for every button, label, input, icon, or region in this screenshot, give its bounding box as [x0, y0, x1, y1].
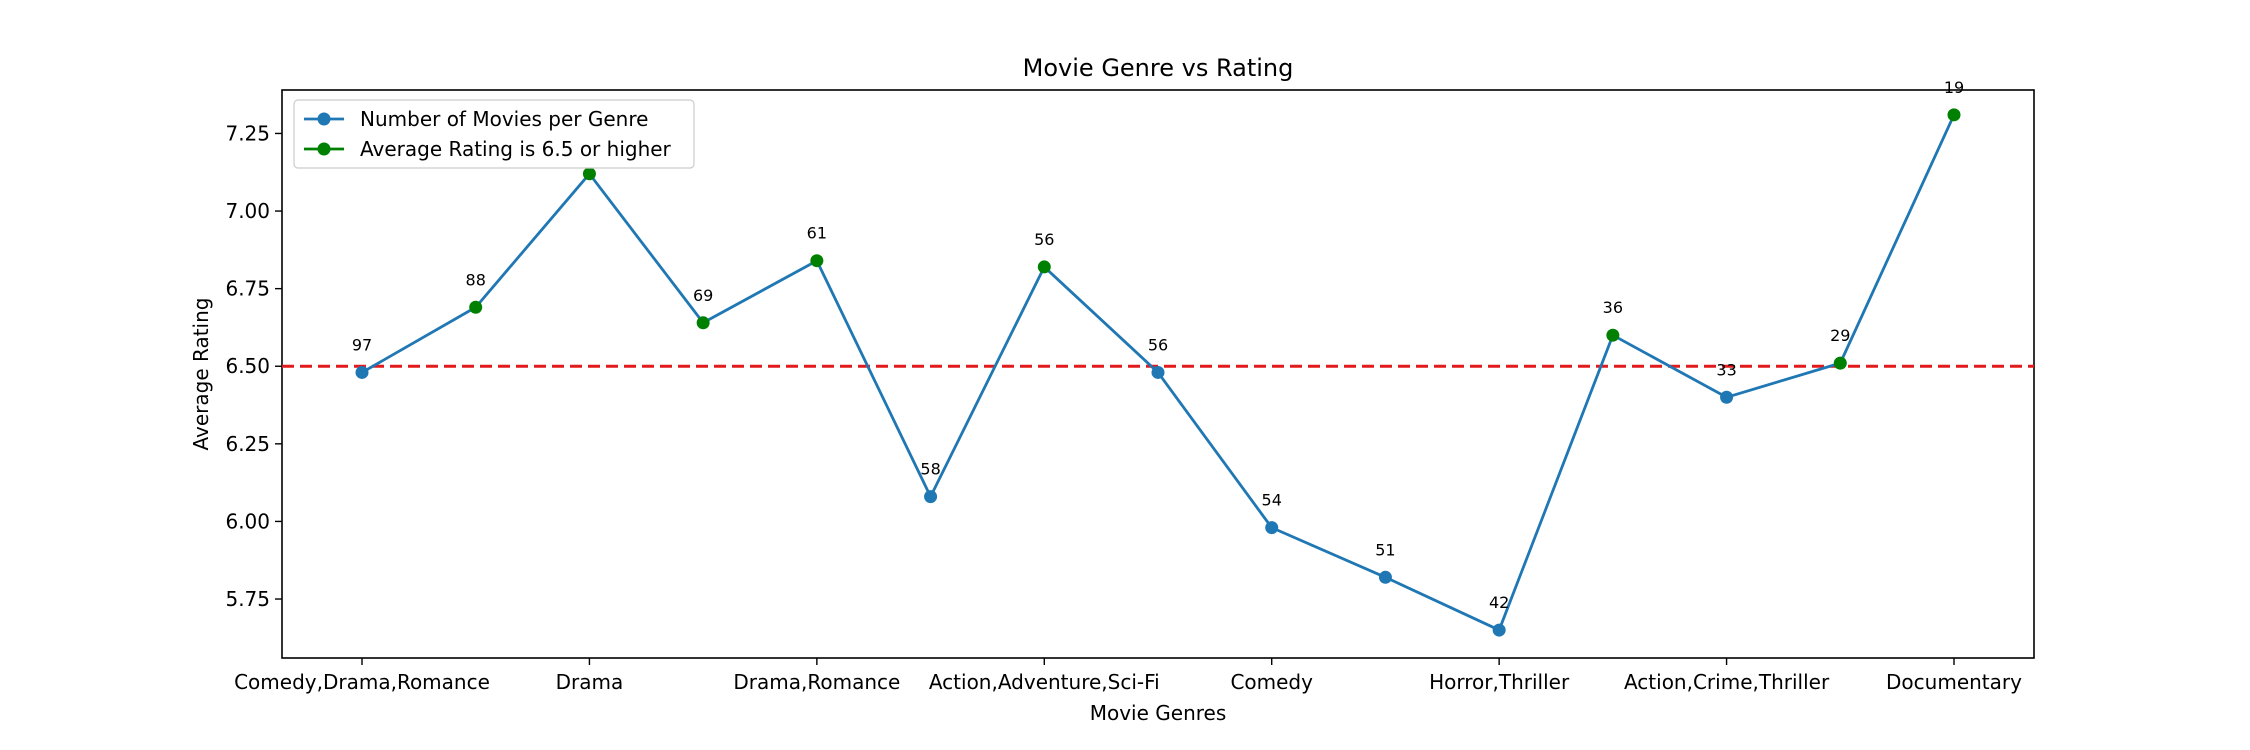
y-tick-label: 6.00: [225, 509, 270, 533]
x-tick-label: Comedy,Drama,Romance: [234, 670, 490, 694]
data-label: 19: [1944, 78, 1964, 97]
y-tick-label: 6.75: [225, 277, 270, 301]
highlight-point: [1606, 328, 1620, 342]
data-label: 54: [1262, 491, 1282, 510]
data-point: [924, 490, 938, 504]
x-tick-label: Documentary: [1886, 670, 2022, 694]
highlight-point: [582, 167, 596, 181]
legend-highlight-marker: [317, 142, 331, 156]
plot-area: 5.75 6.00 6.25 6.50 6.75 7.00 7.25 Comedy,Drama…: [225, 78, 2035, 694]
data-label: 56: [1148, 335, 1168, 354]
legend-series-marker: [317, 112, 331, 126]
data-point: [1265, 521, 1279, 535]
x-tick-label: Horror,Thriller: [1429, 670, 1570, 694]
legend-highlight-label: Average Rating is 6.5 or higher: [360, 137, 672, 161]
data-label: 69: [693, 286, 713, 305]
data-point: [355, 365, 369, 379]
x-axis-label: Movie Genres: [1090, 701, 1227, 725]
data-label: 97: [352, 335, 372, 354]
data-label: 33: [1716, 360, 1736, 379]
y-tick-label: 6.50: [225, 354, 270, 378]
chart-title: Movie Genre vs Rating: [1023, 54, 1294, 82]
highlight-point: [810, 254, 824, 268]
data-label: 61: [807, 224, 827, 243]
highlight-point: [469, 300, 483, 314]
data-label: 29: [1830, 326, 1850, 345]
x-tick-label: Action,Crime,Thriller: [1624, 670, 1830, 694]
y-tick-label: 7.00: [225, 199, 270, 223]
x-tick-label: Action,Adventure,Sci-Fi: [929, 670, 1160, 694]
data-label: 36: [1603, 298, 1623, 317]
legend-box: [293, 99, 695, 169]
x-tick-label: Drama: [556, 670, 624, 694]
y-tick-label: 6.25: [225, 432, 270, 456]
highlight-point: [1037, 260, 1051, 274]
data-point: [1720, 390, 1734, 404]
data-label: 51: [1375, 540, 1395, 559]
y-tick-label: 7.25: [225, 121, 270, 145]
data-label: 56: [1034, 230, 1054, 249]
y-axis-label: Average Rating: [189, 298, 213, 451]
x-tick-label: Drama,Romance: [733, 670, 900, 694]
highlight-point: [696, 316, 710, 330]
x-tick-label: Comedy: [1230, 670, 1313, 694]
data-point: [1151, 365, 1165, 379]
data-point: [1378, 570, 1392, 584]
data-point: [1492, 623, 1506, 637]
data-label: 58: [920, 460, 940, 479]
y-tick-label: 5.75: [225, 587, 270, 611]
data-label: 42: [1489, 593, 1509, 612]
highlight-point: [1833, 356, 1847, 370]
legend: Number of Movies per Genre Average Ratin…: [293, 99, 695, 169]
legend-series-label: Number of Movies per Genre: [360, 107, 648, 131]
plot-frame: [281, 89, 2035, 659]
data-label: 88: [466, 270, 486, 289]
highlight-point: [1947, 108, 1961, 122]
